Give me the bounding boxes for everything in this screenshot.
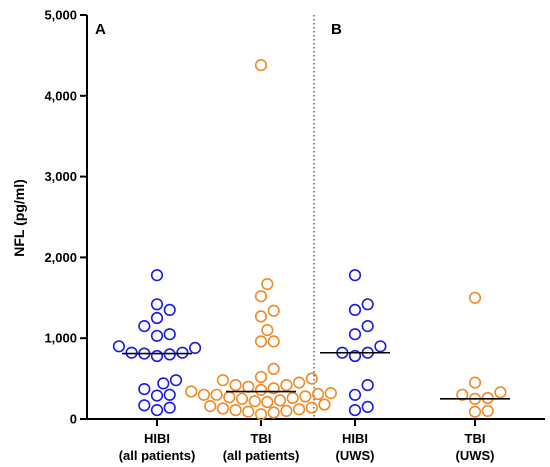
data-point <box>163 388 176 401</box>
data-point <box>163 348 176 361</box>
x-category-label: HIBI <box>342 431 368 446</box>
data-point <box>286 391 299 405</box>
data-point <box>254 370 268 384</box>
data-point <box>293 376 306 389</box>
data-point <box>254 383 268 397</box>
data-point <box>125 346 138 359</box>
data-point <box>280 404 293 418</box>
data-point <box>169 374 183 387</box>
data-point <box>189 341 202 355</box>
data-point <box>361 320 374 333</box>
data-point <box>150 404 164 417</box>
data-point <box>254 310 268 323</box>
data-point <box>293 403 306 416</box>
data-point <box>163 328 176 341</box>
data-point <box>229 379 242 392</box>
data-point <box>261 278 274 291</box>
data-point <box>348 404 362 417</box>
data-point <box>468 405 482 418</box>
data-point <box>348 328 362 341</box>
y-tick-label: 4,000 <box>44 88 77 103</box>
chart-marks <box>112 58 510 421</box>
data-point <box>150 269 164 282</box>
x-category-label-sub: (UWS) <box>456 448 495 463</box>
data-point <box>267 335 280 348</box>
data-point <box>254 408 268 421</box>
data-point <box>242 380 255 393</box>
data-point <box>254 58 268 72</box>
data-point <box>468 291 482 304</box>
data-point <box>305 401 318 414</box>
data-point <box>267 362 280 376</box>
data-point <box>185 385 198 398</box>
data-point <box>318 398 331 411</box>
y-tick-label: 3,000 <box>44 169 77 184</box>
y-tick-label: 2,000 <box>44 250 77 265</box>
data-point <box>163 401 176 414</box>
data-point <box>150 349 164 363</box>
data-point <box>348 388 362 401</box>
y-tick-label: 1,000 <box>44 331 77 346</box>
data-point <box>267 382 280 395</box>
data-point <box>361 298 374 311</box>
data-point <box>248 395 261 408</box>
data-point <box>216 402 229 415</box>
data-point <box>324 387 337 400</box>
x-category-label: HIBI <box>144 431 170 446</box>
data-point <box>138 320 151 333</box>
data-point <box>176 346 189 359</box>
data-point <box>312 387 325 401</box>
data-point <box>138 383 151 396</box>
panel-label-b: B <box>331 21 342 38</box>
data-point <box>348 349 362 363</box>
y-axis-label: NFL (pg/ml) <box>11 179 27 257</box>
axes: 0 1,000 2,000 3,000 4,000 5,000 HIBI (all patie… <box>44 8 545 463</box>
data-point <box>138 399 151 412</box>
data-point <box>468 376 482 389</box>
x-category-label: TBI <box>465 431 486 446</box>
data-point <box>273 394 287 407</box>
data-point <box>261 395 274 409</box>
data-point <box>267 304 280 317</box>
data-point <box>494 386 507 399</box>
data-point <box>374 340 387 353</box>
data-point <box>157 377 170 390</box>
y-tick-label: 0 <box>70 412 77 427</box>
data-point <box>150 389 164 402</box>
y-tick-label: 5,000 <box>44 8 77 23</box>
data-point <box>150 311 164 325</box>
x-category-label-sub: (UWS) <box>336 448 375 463</box>
data-point <box>267 406 280 419</box>
data-point <box>235 392 249 405</box>
data-point <box>210 388 223 401</box>
data-point <box>112 340 125 353</box>
data-point <box>216 374 229 387</box>
data-point <box>223 391 236 404</box>
data-point <box>254 290 268 303</box>
data-point <box>299 390 312 403</box>
data-point <box>150 329 164 342</box>
data-point <box>254 335 268 348</box>
data-point <box>348 303 362 317</box>
data-point <box>348 269 362 282</box>
data-point <box>456 388 469 401</box>
data-point <box>197 388 210 401</box>
data-point <box>361 379 374 392</box>
data-point <box>481 404 494 418</box>
data-point <box>305 372 318 385</box>
data-point <box>163 303 176 317</box>
data-point <box>361 400 374 414</box>
data-point <box>229 404 242 417</box>
x-category-label: TBI <box>251 431 272 446</box>
data-point <box>280 379 293 392</box>
data-point <box>242 405 255 418</box>
x-category-label-sub: (all patients) <box>223 448 300 463</box>
data-point <box>261 324 274 337</box>
data-point <box>150 298 164 311</box>
data-point <box>204 400 217 413</box>
x-category-label-sub: (all patients) <box>119 448 196 463</box>
panel-label-a: A <box>95 21 106 38</box>
